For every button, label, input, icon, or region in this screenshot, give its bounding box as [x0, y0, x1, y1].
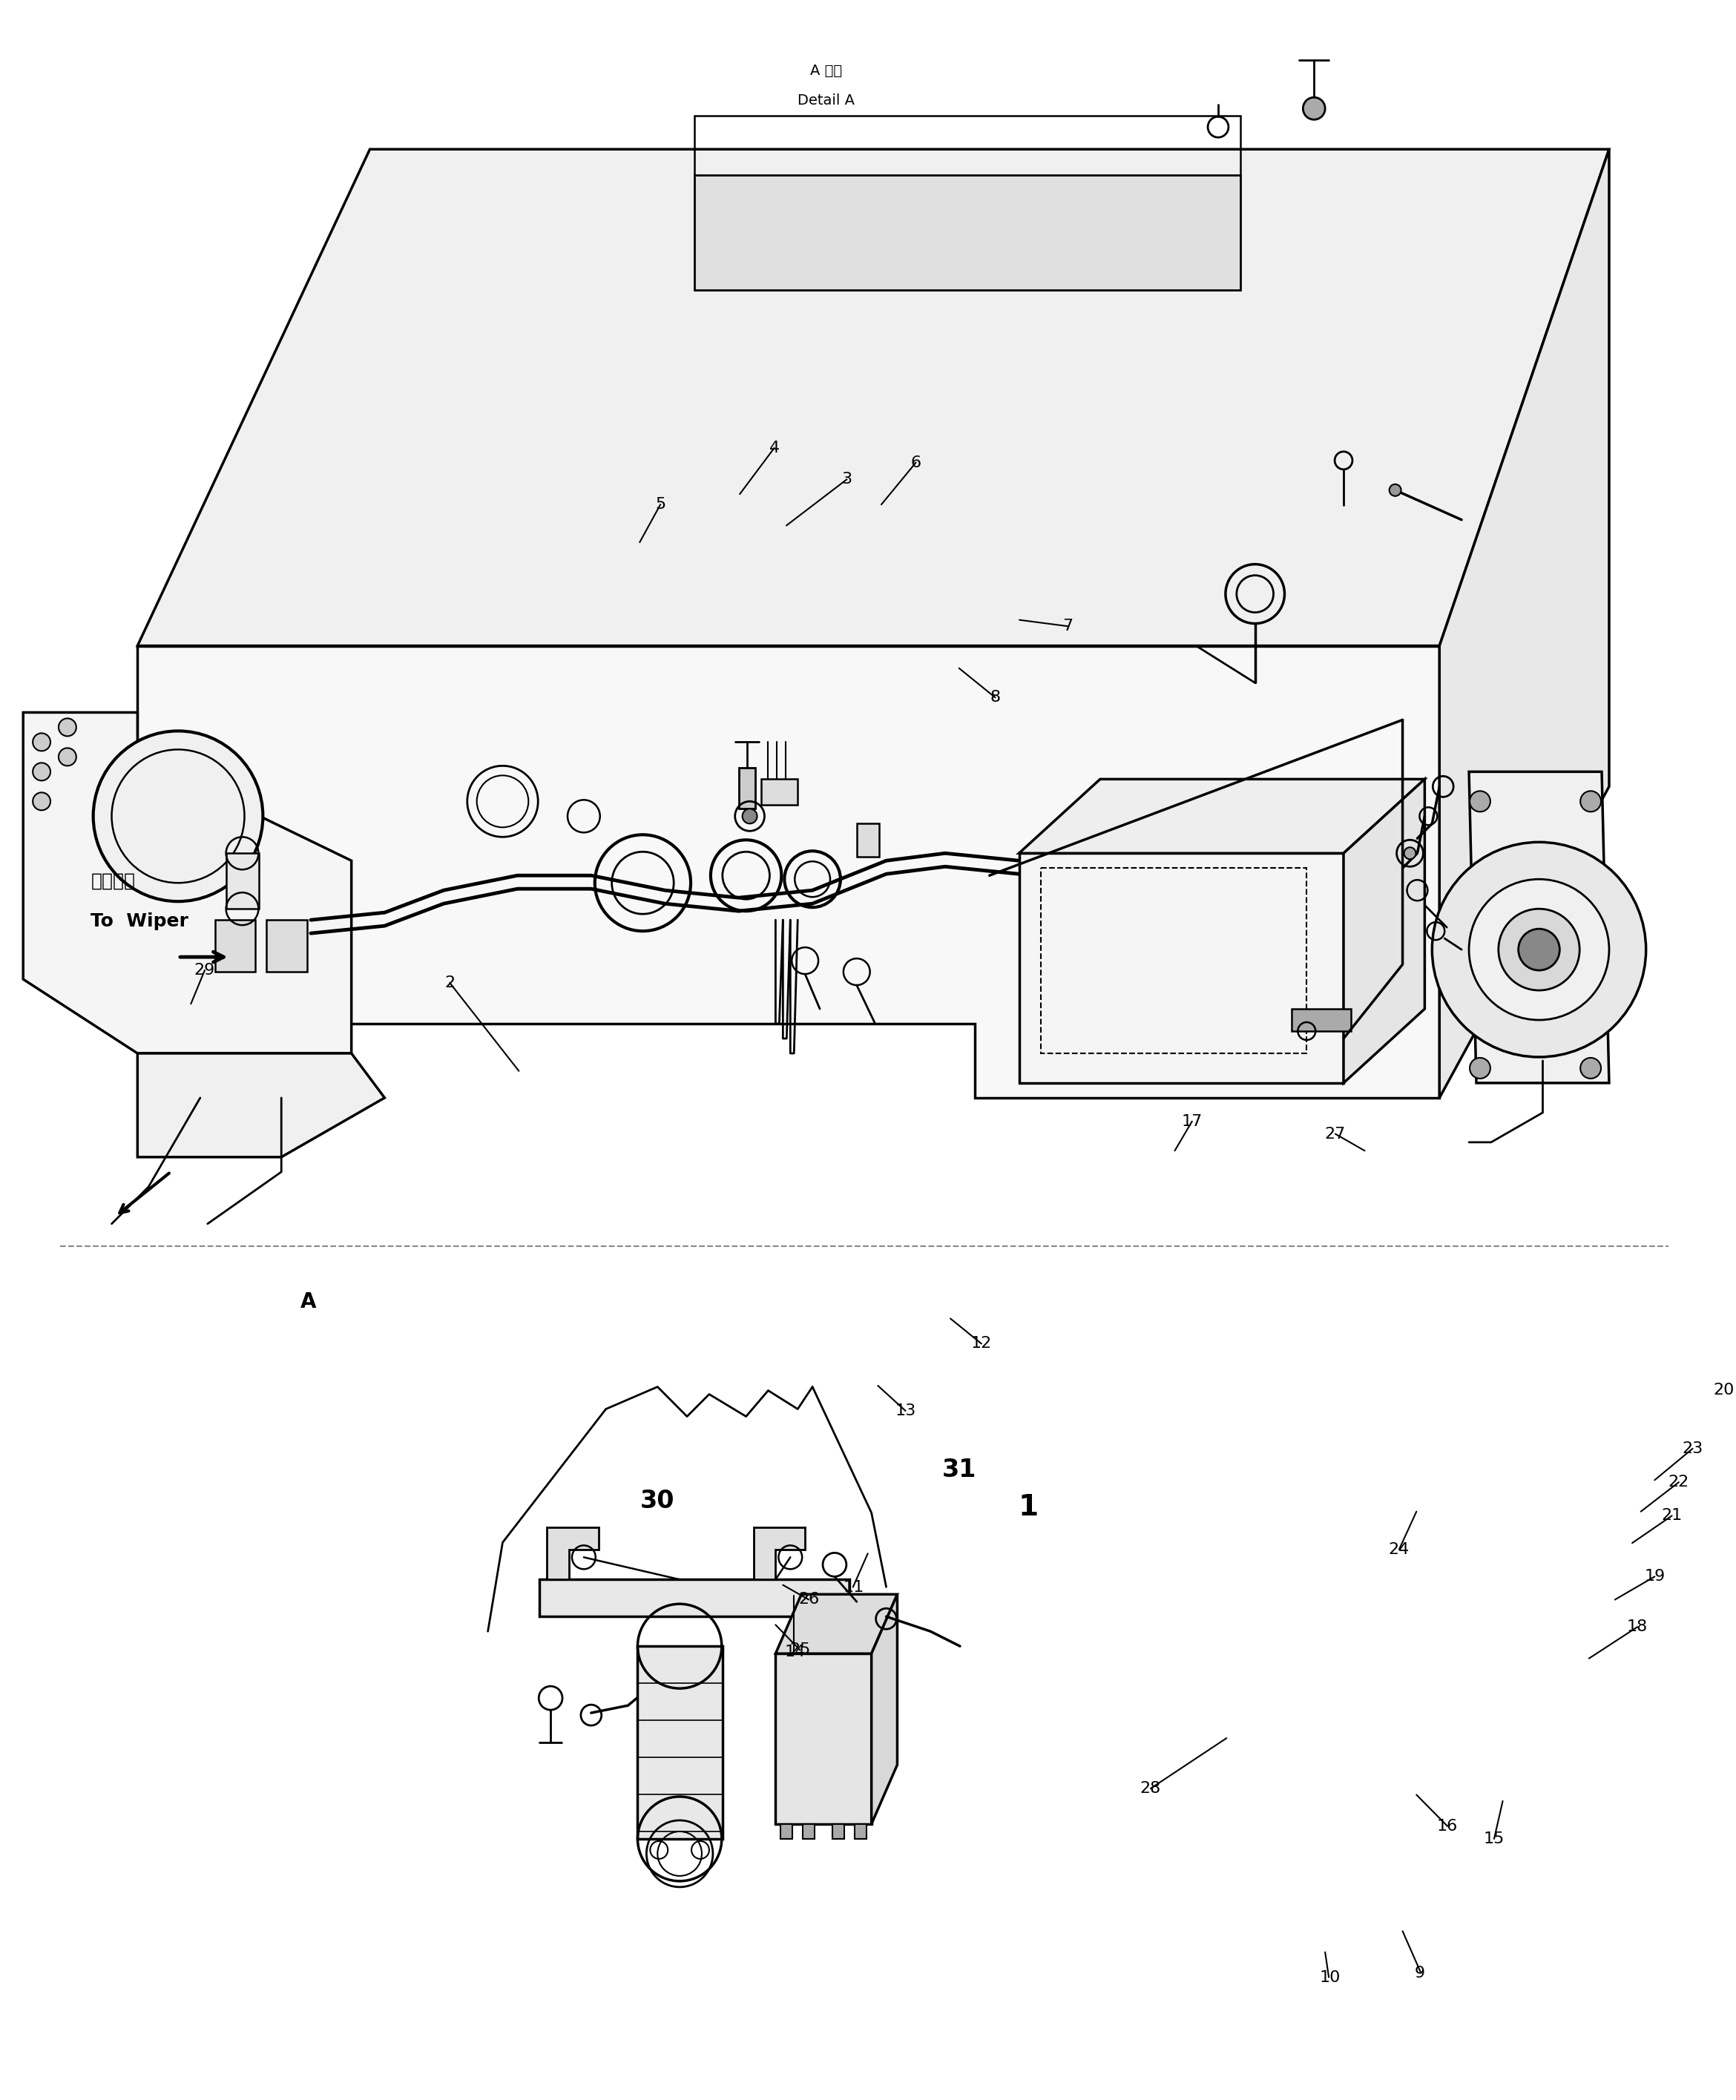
- Text: 23: 23: [1682, 1441, 1703, 1455]
- Circle shape: [1404, 846, 1417, 859]
- Circle shape: [1580, 1058, 1601, 1079]
- Text: 13: 13: [896, 1403, 917, 1418]
- Text: 18: 18: [1627, 1619, 1647, 1634]
- Text: 14: 14: [785, 1644, 806, 1659]
- Text: 31: 31: [943, 1457, 976, 1483]
- Text: 9: 9: [1415, 1966, 1425, 1980]
- Polygon shape: [1019, 853, 1344, 1084]
- Text: 15: 15: [1484, 1831, 1505, 1846]
- Text: 10: 10: [1319, 1970, 1340, 1984]
- Polygon shape: [137, 647, 1439, 1098]
- Text: 16: 16: [1437, 1819, 1458, 1833]
- Text: 29: 29: [194, 964, 215, 979]
- Text: 7: 7: [1062, 620, 1073, 634]
- Polygon shape: [1439, 149, 1609, 1098]
- Circle shape: [59, 718, 76, 737]
- Text: To  Wiper: To Wiper: [90, 913, 189, 930]
- Text: Detail A: Detail A: [797, 92, 854, 107]
- Polygon shape: [1019, 779, 1425, 853]
- Text: 5: 5: [654, 498, 665, 512]
- Circle shape: [1580, 792, 1601, 813]
- Text: 11: 11: [844, 1579, 865, 1594]
- Bar: [637, 1646, 722, 1840]
- Text: 30: 30: [639, 1489, 674, 1514]
- Polygon shape: [1344, 779, 1425, 1084]
- Bar: [856, 823, 878, 857]
- Circle shape: [1519, 928, 1559, 970]
- Bar: [760, 779, 799, 804]
- Circle shape: [1432, 842, 1646, 1056]
- Bar: [215, 920, 255, 972]
- Text: 25: 25: [790, 1642, 811, 1657]
- Bar: [1292, 1008, 1351, 1031]
- Polygon shape: [776, 1594, 898, 1653]
- Text: ワイパへ: ワイパへ: [90, 872, 135, 890]
- Text: A: A: [300, 1292, 316, 1312]
- Text: 8: 8: [990, 691, 1000, 706]
- Bar: [781, 1825, 793, 1840]
- Text: A 詳細: A 詳細: [811, 63, 842, 78]
- Circle shape: [1470, 792, 1489, 813]
- Polygon shape: [137, 1054, 385, 1157]
- Circle shape: [1498, 909, 1580, 991]
- Bar: [267, 920, 307, 972]
- Circle shape: [33, 733, 50, 752]
- Bar: [740, 769, 755, 808]
- Text: 17: 17: [1182, 1113, 1203, 1128]
- Polygon shape: [1469, 771, 1609, 1084]
- Bar: [832, 1825, 844, 1840]
- Circle shape: [1389, 485, 1401, 496]
- Polygon shape: [871, 1594, 898, 1825]
- Polygon shape: [23, 712, 351, 1054]
- Circle shape: [33, 792, 50, 811]
- Text: 1: 1: [1017, 1493, 1038, 1520]
- Text: 3: 3: [842, 472, 852, 487]
- Polygon shape: [547, 1527, 599, 1579]
- Text: 21: 21: [1661, 1508, 1682, 1522]
- Polygon shape: [540, 1579, 849, 1617]
- Polygon shape: [137, 149, 1609, 647]
- Text: 26: 26: [799, 1592, 819, 1606]
- Text: 19: 19: [1644, 1569, 1665, 1583]
- Circle shape: [1304, 97, 1325, 120]
- Circle shape: [94, 731, 262, 901]
- Bar: [854, 1825, 866, 1840]
- Bar: [1042, 867, 1307, 1054]
- Text: 28: 28: [1141, 1781, 1161, 1796]
- Polygon shape: [753, 1527, 806, 1579]
- Polygon shape: [694, 174, 1240, 290]
- Circle shape: [1469, 880, 1609, 1021]
- Text: 4: 4: [769, 441, 779, 456]
- Text: 20: 20: [1713, 1382, 1734, 1396]
- Circle shape: [1470, 1058, 1489, 1079]
- Circle shape: [59, 748, 76, 766]
- Bar: [802, 1825, 814, 1840]
- Bar: [776, 1653, 871, 1825]
- Text: 22: 22: [1668, 1474, 1689, 1489]
- Bar: [226, 853, 259, 909]
- Text: 24: 24: [1389, 1541, 1410, 1556]
- Text: 12: 12: [970, 1336, 991, 1350]
- Text: 6: 6: [911, 456, 922, 470]
- Text: 2: 2: [444, 974, 455, 991]
- Circle shape: [33, 762, 50, 781]
- Text: 27: 27: [1325, 1126, 1345, 1140]
- Circle shape: [743, 808, 757, 823]
